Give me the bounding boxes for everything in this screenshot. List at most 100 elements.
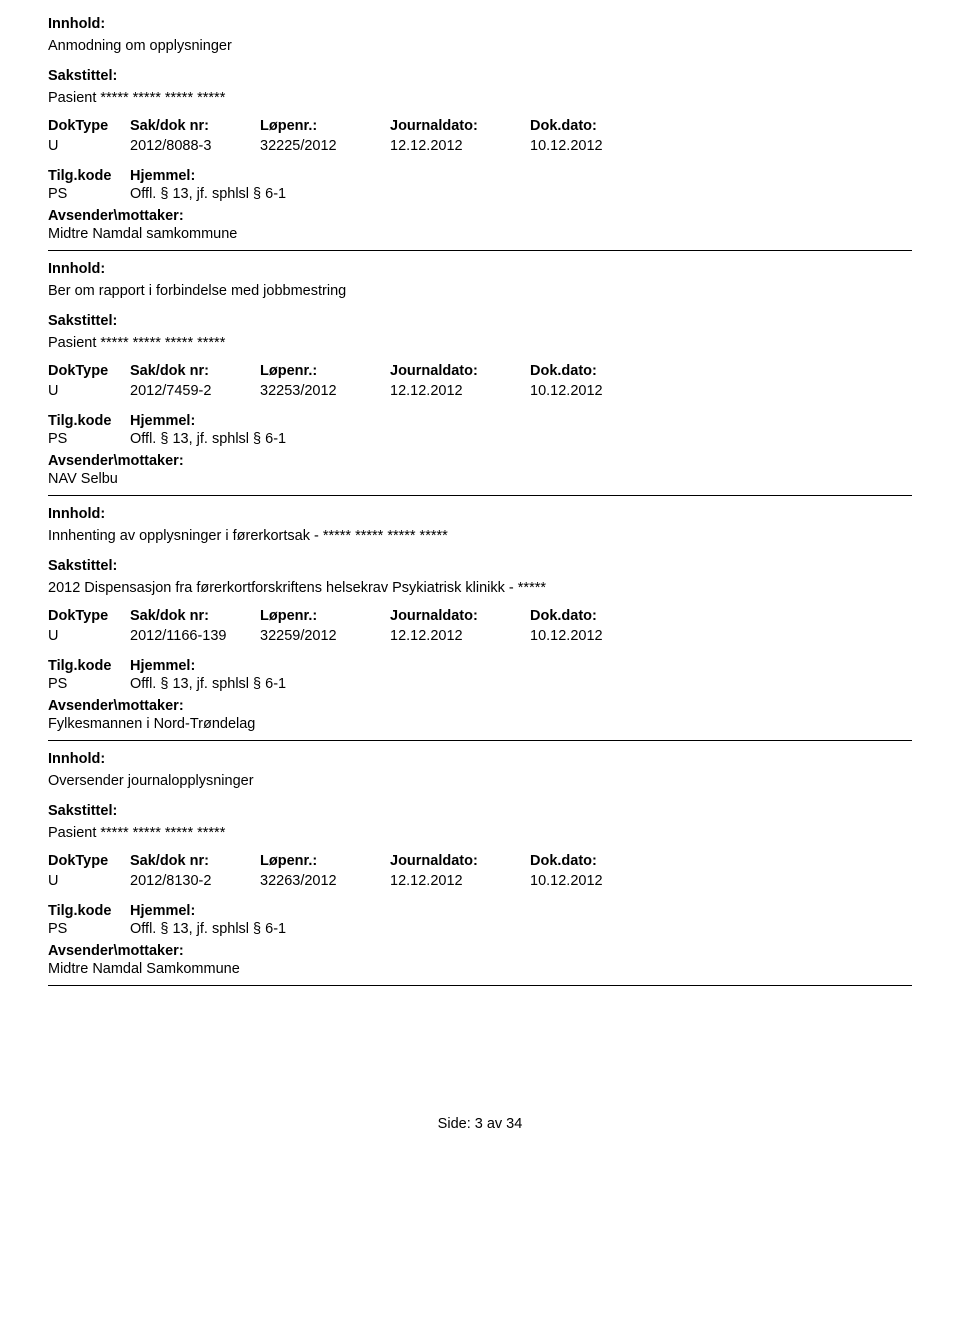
lopenr-value: 32253/2012 xyxy=(260,383,390,399)
tilgkode-headers: Tilg.kode Hjemmel: xyxy=(48,658,912,674)
record-divider xyxy=(48,250,912,251)
journaldato-value: 12.12.2012 xyxy=(390,628,530,644)
hjemmel-header: Hjemmel: xyxy=(130,658,912,674)
hjemmel-value: Offl. § 13, jf. sphlsl § 6-1 xyxy=(130,186,912,202)
innhold-value: Anmodning om opplysninger xyxy=(48,38,912,54)
page-footer: Side: 3 av 34 xyxy=(48,1116,912,1132)
journaldato-header: Journaldato: xyxy=(390,608,530,624)
sakdoknr-header: Sak/dok nr: xyxy=(130,363,260,379)
tilgkode-header: Tilg.kode xyxy=(48,903,130,919)
lopenr-value: 32263/2012 xyxy=(260,873,390,889)
sakdoknr-value: 2012/7459-2 xyxy=(130,383,260,399)
lopenr-header: Løpenr.: xyxy=(260,118,390,134)
doktype-value: U xyxy=(48,138,130,154)
journaldato-header: Journaldato: xyxy=(390,853,530,869)
hjemmel-value: Offl. § 13, jf. sphlsl § 6-1 xyxy=(130,431,912,447)
innhold-value: Ber om rapport i forbindelse med jobbmes… xyxy=(48,283,912,299)
doktype-header: DokType xyxy=(48,118,130,134)
tilgkode-values: PS Offl. § 13, jf. sphlsl § 6-1 xyxy=(48,676,912,692)
journaldato-value: 12.12.2012 xyxy=(390,383,530,399)
hjemmel-value: Offl. § 13, jf. sphlsl § 6-1 xyxy=(130,676,912,692)
column-headers: DokType Sak/dok nr: Løpenr.: Journaldato… xyxy=(48,608,912,624)
sakstittel-value: Pasient ***** ***** ***** ***** xyxy=(48,90,912,106)
record-divider xyxy=(48,495,912,496)
tilgkode-header: Tilg.kode xyxy=(48,168,130,184)
dokdato-value: 10.12.2012 xyxy=(530,383,660,399)
lopenr-header: Løpenr.: xyxy=(260,363,390,379)
dokdato-value: 10.12.2012 xyxy=(530,138,660,154)
sakdoknr-value: 2012/1166-139 xyxy=(130,628,260,644)
sakstittel-value: 2012 Dispensasjon fra førerkortforskrift… xyxy=(48,580,912,596)
innhold-value: Oversender journalopplysninger xyxy=(48,773,912,789)
hjemmel-value: Offl. § 13, jf. sphlsl § 6-1 xyxy=(130,921,912,937)
sakdoknr-header: Sak/dok nr: xyxy=(130,853,260,869)
doktype-header: DokType xyxy=(48,363,130,379)
tilgkode-value: PS xyxy=(48,921,130,937)
column-values: U 2012/8088-3 32225/2012 12.12.2012 10.1… xyxy=(48,138,912,154)
hjemmel-header: Hjemmel: xyxy=(130,413,912,429)
sakstittel-label: Sakstittel: xyxy=(48,313,912,329)
journaldato-value: 12.12.2012 xyxy=(390,138,530,154)
avsender-label: Avsender\mottaker: xyxy=(48,943,912,959)
sakdoknr-header: Sak/dok nr: xyxy=(130,118,260,134)
innhold-label: Innhold: xyxy=(48,16,912,32)
column-headers: DokType Sak/dok nr: Løpenr.: Journaldato… xyxy=(48,118,912,134)
column-values: U 2012/1166-139 32259/2012 12.12.2012 10… xyxy=(48,628,912,644)
sakstittel-value: Pasient ***** ***** ***** ***** xyxy=(48,335,912,351)
tilgkode-headers: Tilg.kode Hjemmel: xyxy=(48,903,912,919)
avsender-value: NAV Selbu xyxy=(48,471,912,487)
tilgkode-value: PS xyxy=(48,186,130,202)
sakstittel-label: Sakstittel: xyxy=(48,558,912,574)
innhold-label: Innhold: xyxy=(48,261,912,277)
record-divider xyxy=(48,985,912,986)
hjemmel-header: Hjemmel: xyxy=(130,903,912,919)
doktype-header: DokType xyxy=(48,608,130,624)
tilgkode-headers: Tilg.kode Hjemmel: xyxy=(48,413,912,429)
innhold-label: Innhold: xyxy=(48,506,912,522)
innhold-value: Innhenting av opplysninger i førerkortsa… xyxy=(48,528,912,544)
journal-record: Innhold: Anmodning om opplysninger Sakst… xyxy=(48,16,912,251)
dokdato-header: Dok.dato: xyxy=(530,853,660,869)
tilgkode-header: Tilg.kode xyxy=(48,413,130,429)
journaldato-header: Journaldato: xyxy=(390,363,530,379)
lopenr-value: 32259/2012 xyxy=(260,628,390,644)
column-headers: DokType Sak/dok nr: Løpenr.: Journaldato… xyxy=(48,363,912,379)
avsender-label: Avsender\mottaker: xyxy=(48,453,912,469)
dokdato-header: Dok.dato: xyxy=(530,608,660,624)
tilgkode-headers: Tilg.kode Hjemmel: xyxy=(48,168,912,184)
lopenr-header: Løpenr.: xyxy=(260,608,390,624)
avsender-label: Avsender\mottaker: xyxy=(48,698,912,714)
avsender-value: Midtre Namdal samkommune xyxy=(48,226,912,242)
tilgkode-value: PS xyxy=(48,431,130,447)
avsender-value: Fylkesmannen i Nord-Trøndelag xyxy=(48,716,912,732)
journaldato-header: Journaldato: xyxy=(390,118,530,134)
dokdato-value: 10.12.2012 xyxy=(530,628,660,644)
sakstittel-label: Sakstittel: xyxy=(48,68,912,84)
column-values: U 2012/7459-2 32253/2012 12.12.2012 10.1… xyxy=(48,383,912,399)
sakstittel-value: Pasient ***** ***** ***** ***** xyxy=(48,825,912,841)
dokdato-value: 10.12.2012 xyxy=(530,873,660,889)
avsender-label: Avsender\mottaker: xyxy=(48,208,912,224)
dokdato-header: Dok.dato: xyxy=(530,118,660,134)
record-divider xyxy=(48,740,912,741)
tilgkode-values: PS Offl. § 13, jf. sphlsl § 6-1 xyxy=(48,186,912,202)
journal-record: Innhold: Oversender journalopplysninger … xyxy=(48,751,912,986)
sakdoknr-value: 2012/8130-2 xyxy=(130,873,260,889)
sakdoknr-header: Sak/dok nr: xyxy=(130,608,260,624)
tilgkode-values: PS Offl. § 13, jf. sphlsl § 6-1 xyxy=(48,921,912,937)
tilgkode-values: PS Offl. § 13, jf. sphlsl § 6-1 xyxy=(48,431,912,447)
lopenr-value: 32225/2012 xyxy=(260,138,390,154)
journal-record: Innhold: Ber om rapport i forbindelse me… xyxy=(48,261,912,496)
journal-record: Innhold: Innhenting av opplysninger i fø… xyxy=(48,506,912,741)
doktype-value: U xyxy=(48,873,130,889)
column-values: U 2012/8130-2 32263/2012 12.12.2012 10.1… xyxy=(48,873,912,889)
dokdato-header: Dok.dato: xyxy=(530,363,660,379)
tilgkode-value: PS xyxy=(48,676,130,692)
journaldato-value: 12.12.2012 xyxy=(390,873,530,889)
doktype-value: U xyxy=(48,383,130,399)
lopenr-header: Løpenr.: xyxy=(260,853,390,869)
tilgkode-header: Tilg.kode xyxy=(48,658,130,674)
column-headers: DokType Sak/dok nr: Løpenr.: Journaldato… xyxy=(48,853,912,869)
doktype-value: U xyxy=(48,628,130,644)
sakdoknr-value: 2012/8088-3 xyxy=(130,138,260,154)
